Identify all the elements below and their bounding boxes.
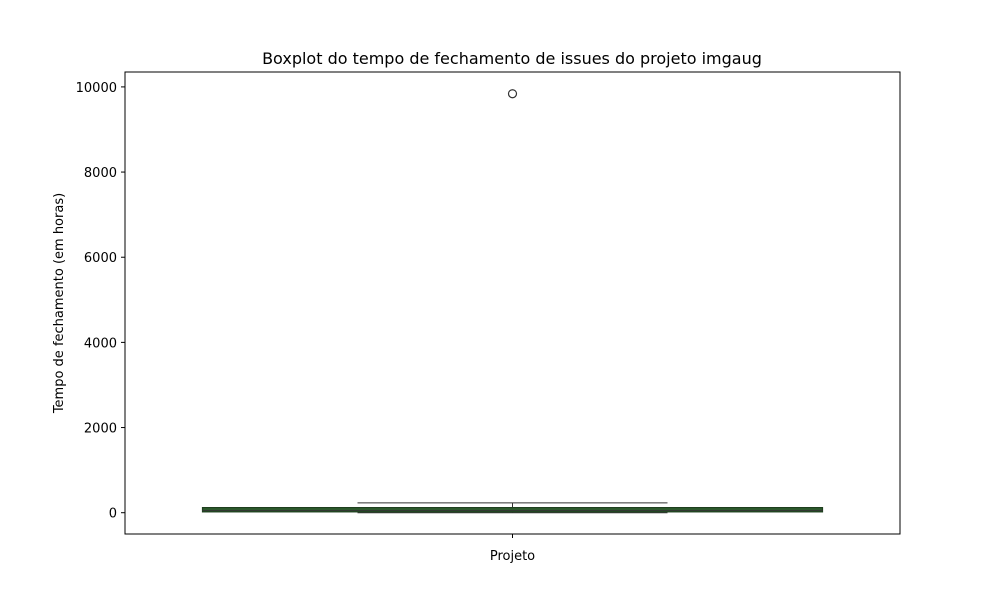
y-tick-label: 8000 <box>84 166 117 181</box>
y-tick-label: 4000 <box>84 336 117 351</box>
boxplot <box>201 89 824 514</box>
y-tick-label: 10000 <box>76 81 117 96</box>
x-tick-label: Projeto <box>490 549 535 564</box>
y-axis: 0 2000 4000 6000 8000 10000 <box>76 81 125 522</box>
chart-title: Boxplot do tempo de fechamento de issues… <box>262 49 762 68</box>
y-tick-label: 0 <box>109 507 117 522</box>
y-axis-label: Tempo de fechamento (em horas) <box>52 193 67 414</box>
y-tick-label: 2000 <box>84 422 117 437</box>
outlier-point <box>507 89 518 99</box>
x-axis: Projeto <box>490 534 535 564</box>
plot-area-frame <box>124 71 901 535</box>
box-iqr <box>201 507 824 513</box>
y-tick-label: 6000 <box>84 251 117 266</box>
